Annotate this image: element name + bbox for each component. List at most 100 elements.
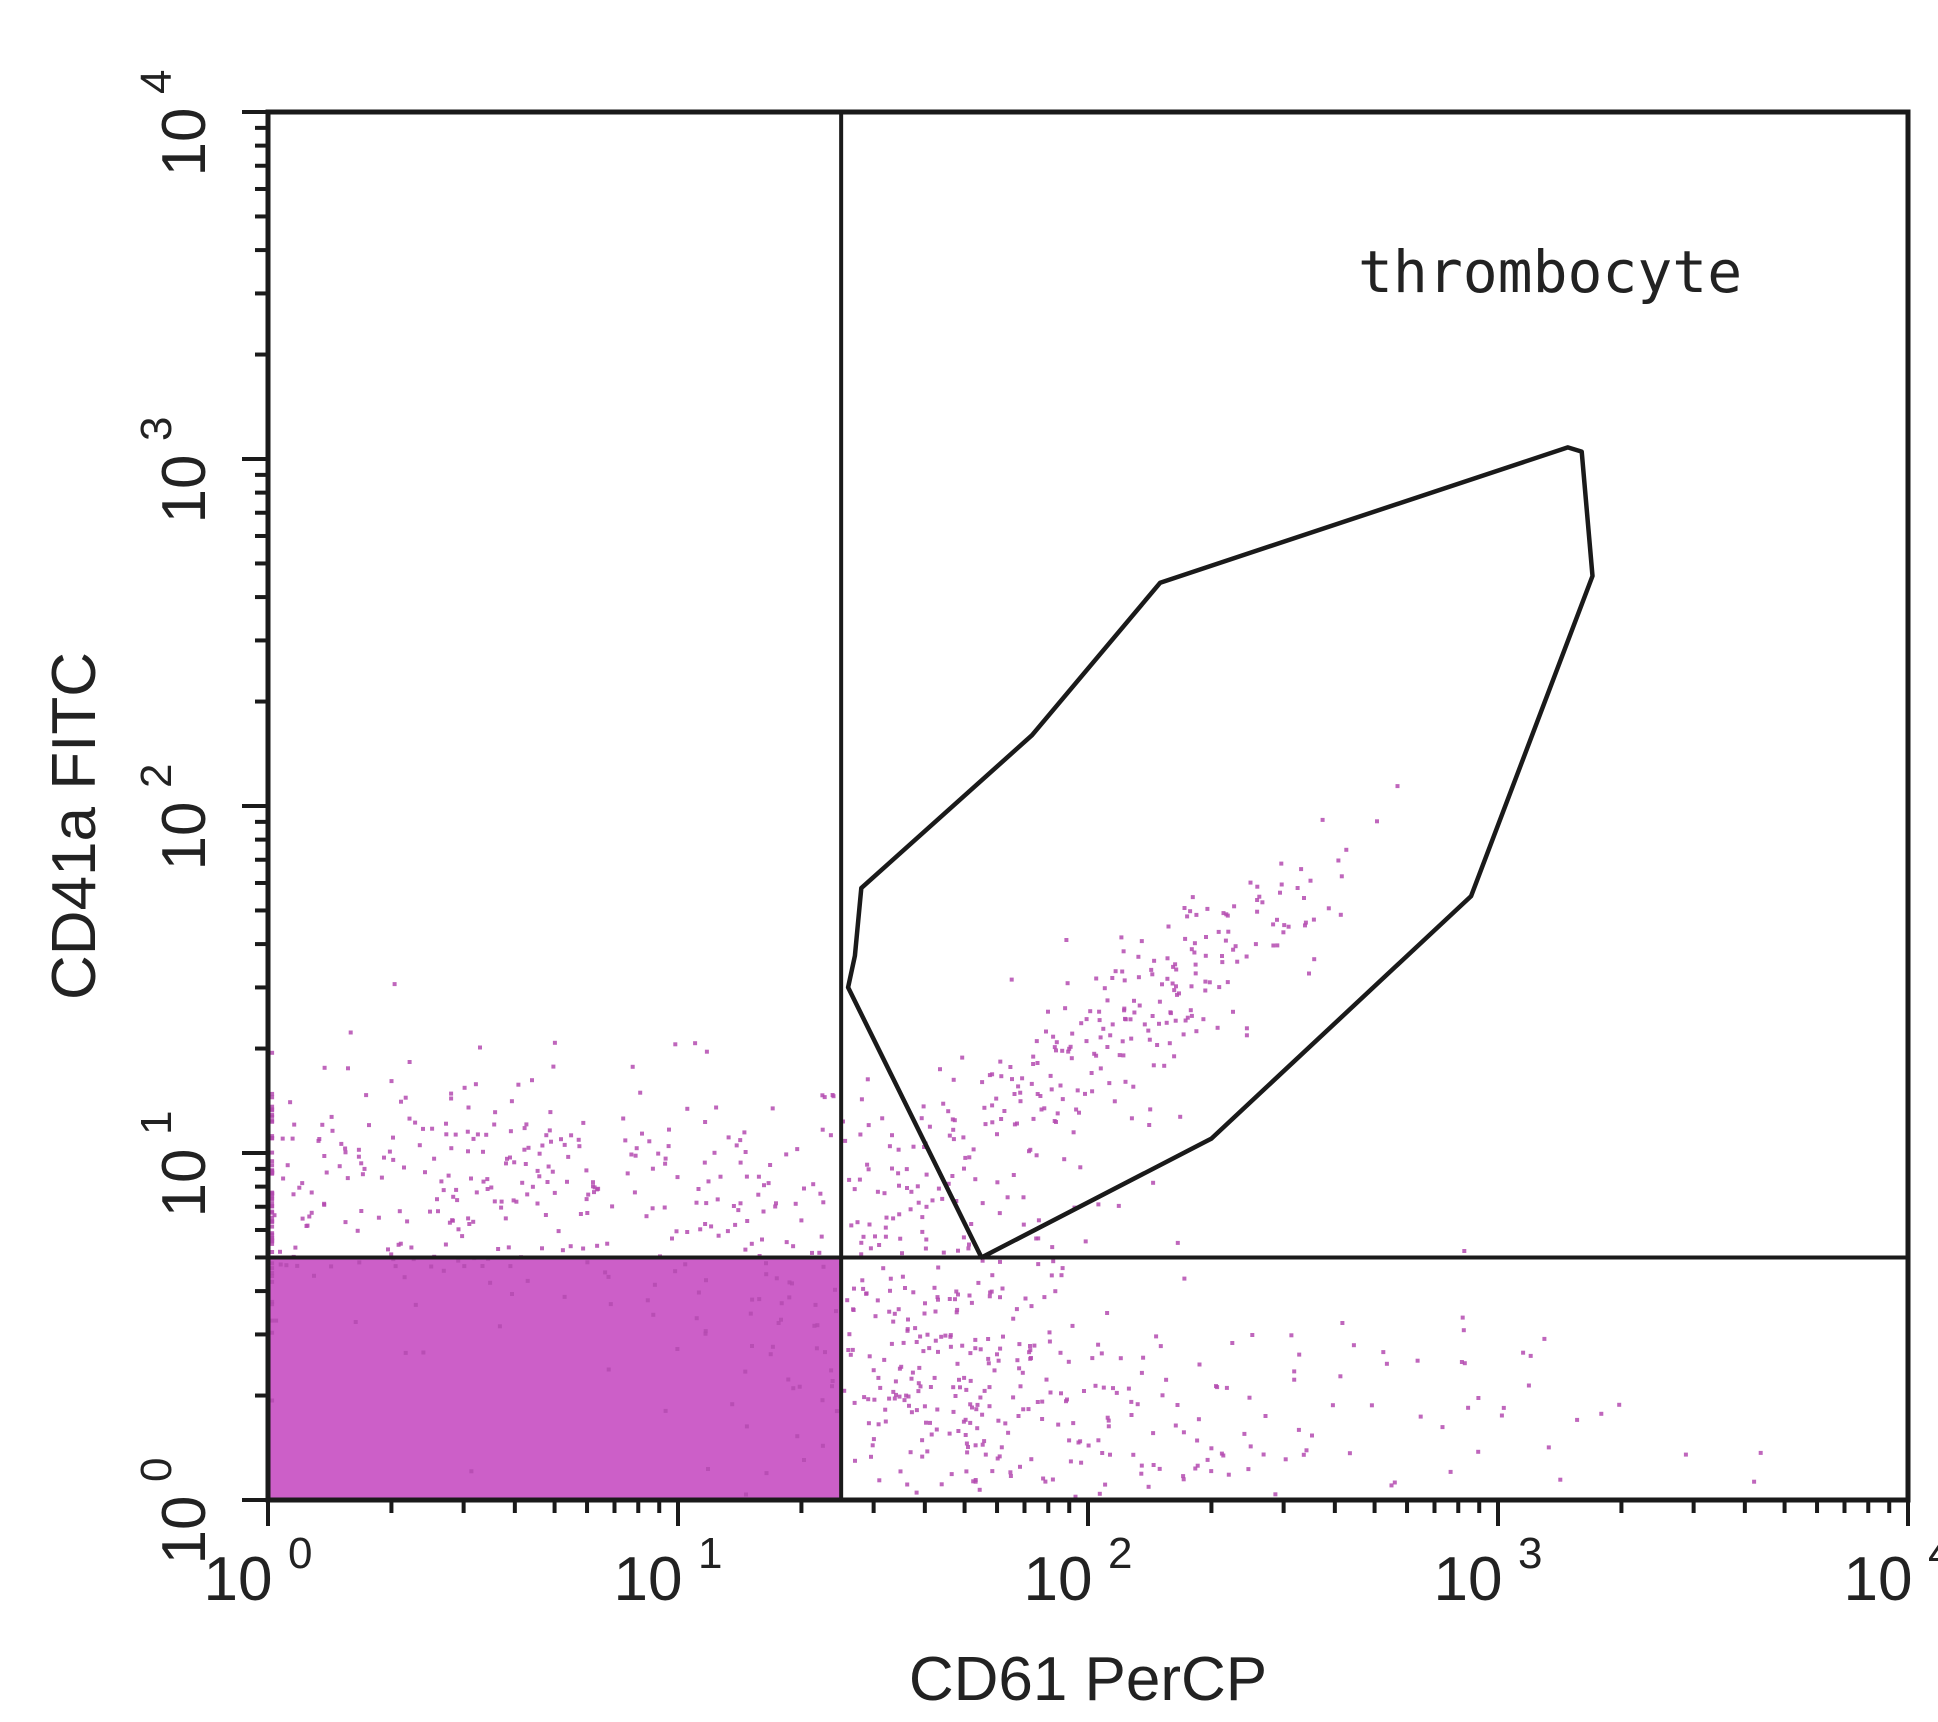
event-dot	[608, 1302, 613, 1307]
event-dot	[307, 1214, 312, 1219]
event-dot	[645, 1298, 650, 1303]
event-dot	[644, 1214, 649, 1219]
event-dot	[963, 1433, 968, 1437]
event-dot	[987, 1294, 992, 1299]
event-dot	[1029, 1081, 1034, 1086]
event-dot	[674, 1229, 679, 1234]
event-dot	[413, 1302, 418, 1307]
event-dot	[1263, 1414, 1268, 1418]
event-dot	[397, 1209, 402, 1214]
event-dot	[270, 1191, 275, 1196]
event-dot	[968, 1351, 973, 1356]
event-dot	[281, 1176, 286, 1181]
event-dot	[584, 1197, 589, 1202]
event-dot	[1064, 938, 1069, 942]
event-dot	[779, 1301, 784, 1306]
event-dot	[1279, 861, 1284, 866]
event-dot	[784, 1152, 789, 1157]
event-dot	[647, 1139, 652, 1144]
event-dot	[833, 1287, 837, 1292]
event-dot	[1244, 1026, 1249, 1031]
event-dot	[1038, 1094, 1043, 1098]
event-dot	[1139, 1370, 1144, 1375]
event-dot	[1617, 1402, 1622, 1407]
event-dot	[1244, 954, 1249, 959]
event-dot	[1275, 943, 1280, 948]
event-dot	[876, 1422, 881, 1427]
event-dot	[1307, 971, 1311, 976]
event-dot	[1042, 1106, 1047, 1111]
event-dot	[1116, 1203, 1121, 1208]
x-tick-label: 10	[614, 1545, 683, 1614]
event-dot	[489, 1185, 494, 1190]
event-dot	[946, 1181, 951, 1186]
y-tick-exponent: 4	[132, 70, 181, 94]
event-dot	[947, 1431, 952, 1436]
event-dot	[1093, 1383, 1098, 1388]
event-dot	[909, 1376, 914, 1381]
event-dot	[1034, 1039, 1039, 1044]
event-dot	[1225, 980, 1230, 985]
event-dot	[938, 1067, 942, 1072]
event-dot	[466, 1105, 471, 1110]
event-dot	[770, 1344, 775, 1349]
event-dot	[990, 1273, 995, 1278]
event-dot	[871, 1368, 876, 1373]
event-dot	[1375, 819, 1379, 824]
event-dot	[928, 1385, 933, 1389]
event-dot	[391, 1135, 395, 1140]
event-dot	[908, 1450, 913, 1455]
event-dot	[980, 1412, 985, 1417]
event-dot	[989, 1289, 994, 1294]
event-dot	[1347, 1451, 1352, 1456]
event-dot	[842, 1388, 847, 1393]
event-dot	[466, 1216, 471, 1221]
event-dot	[916, 1200, 921, 1205]
event-dot	[1299, 867, 1304, 872]
event-dot	[274, 1318, 279, 1323]
y-tick-label: 10	[150, 1496, 219, 1565]
event-dot	[1102, 986, 1107, 991]
event-dot	[1097, 1009, 1102, 1014]
event-dot	[270, 1150, 275, 1155]
event-dot	[1257, 894, 1262, 899]
event-dot	[492, 1122, 497, 1127]
event-dot	[1181, 1032, 1186, 1037]
event-dot	[961, 1419, 966, 1424]
event-dot	[940, 1196, 945, 1201]
event-dot	[1172, 1054, 1177, 1059]
event-dot	[859, 1252, 864, 1257]
event-dot	[1151, 1463, 1156, 1467]
event-dot	[450, 1218, 455, 1223]
event-dot	[595, 1243, 600, 1248]
event-dot	[936, 1297, 940, 1302]
event-dot	[1224, 1385, 1229, 1390]
event-dot	[456, 1258, 461, 1263]
event-dot	[736, 1208, 741, 1213]
event-dot	[360, 1172, 365, 1177]
event-dot	[743, 1150, 748, 1154]
event-dot	[453, 1132, 458, 1137]
event-dot	[877, 1243, 882, 1247]
event-dot	[1129, 1399, 1134, 1404]
event-dot	[866, 1123, 871, 1128]
event-dot	[535, 1168, 540, 1173]
event-dot	[696, 1187, 701, 1191]
event-dot	[270, 1224, 275, 1229]
event-dot	[1149, 967, 1154, 972]
event-dot	[1042, 1295, 1047, 1300]
event-dot	[1018, 1464, 1022, 1469]
event-dot	[1135, 1402, 1140, 1407]
event-dot	[927, 1124, 932, 1129]
event-dot	[951, 1077, 956, 1082]
event-dot	[1070, 1323, 1075, 1328]
event-dot	[920, 1229, 925, 1234]
event-dot	[1131, 1084, 1136, 1089]
event-dot	[1067, 1438, 1072, 1443]
event-dot	[1047, 1339, 1052, 1344]
event-dot	[1292, 1377, 1297, 1382]
event-dot	[853, 1458, 857, 1463]
event-dot	[744, 1424, 749, 1429]
event-dot	[866, 1167, 871, 1172]
